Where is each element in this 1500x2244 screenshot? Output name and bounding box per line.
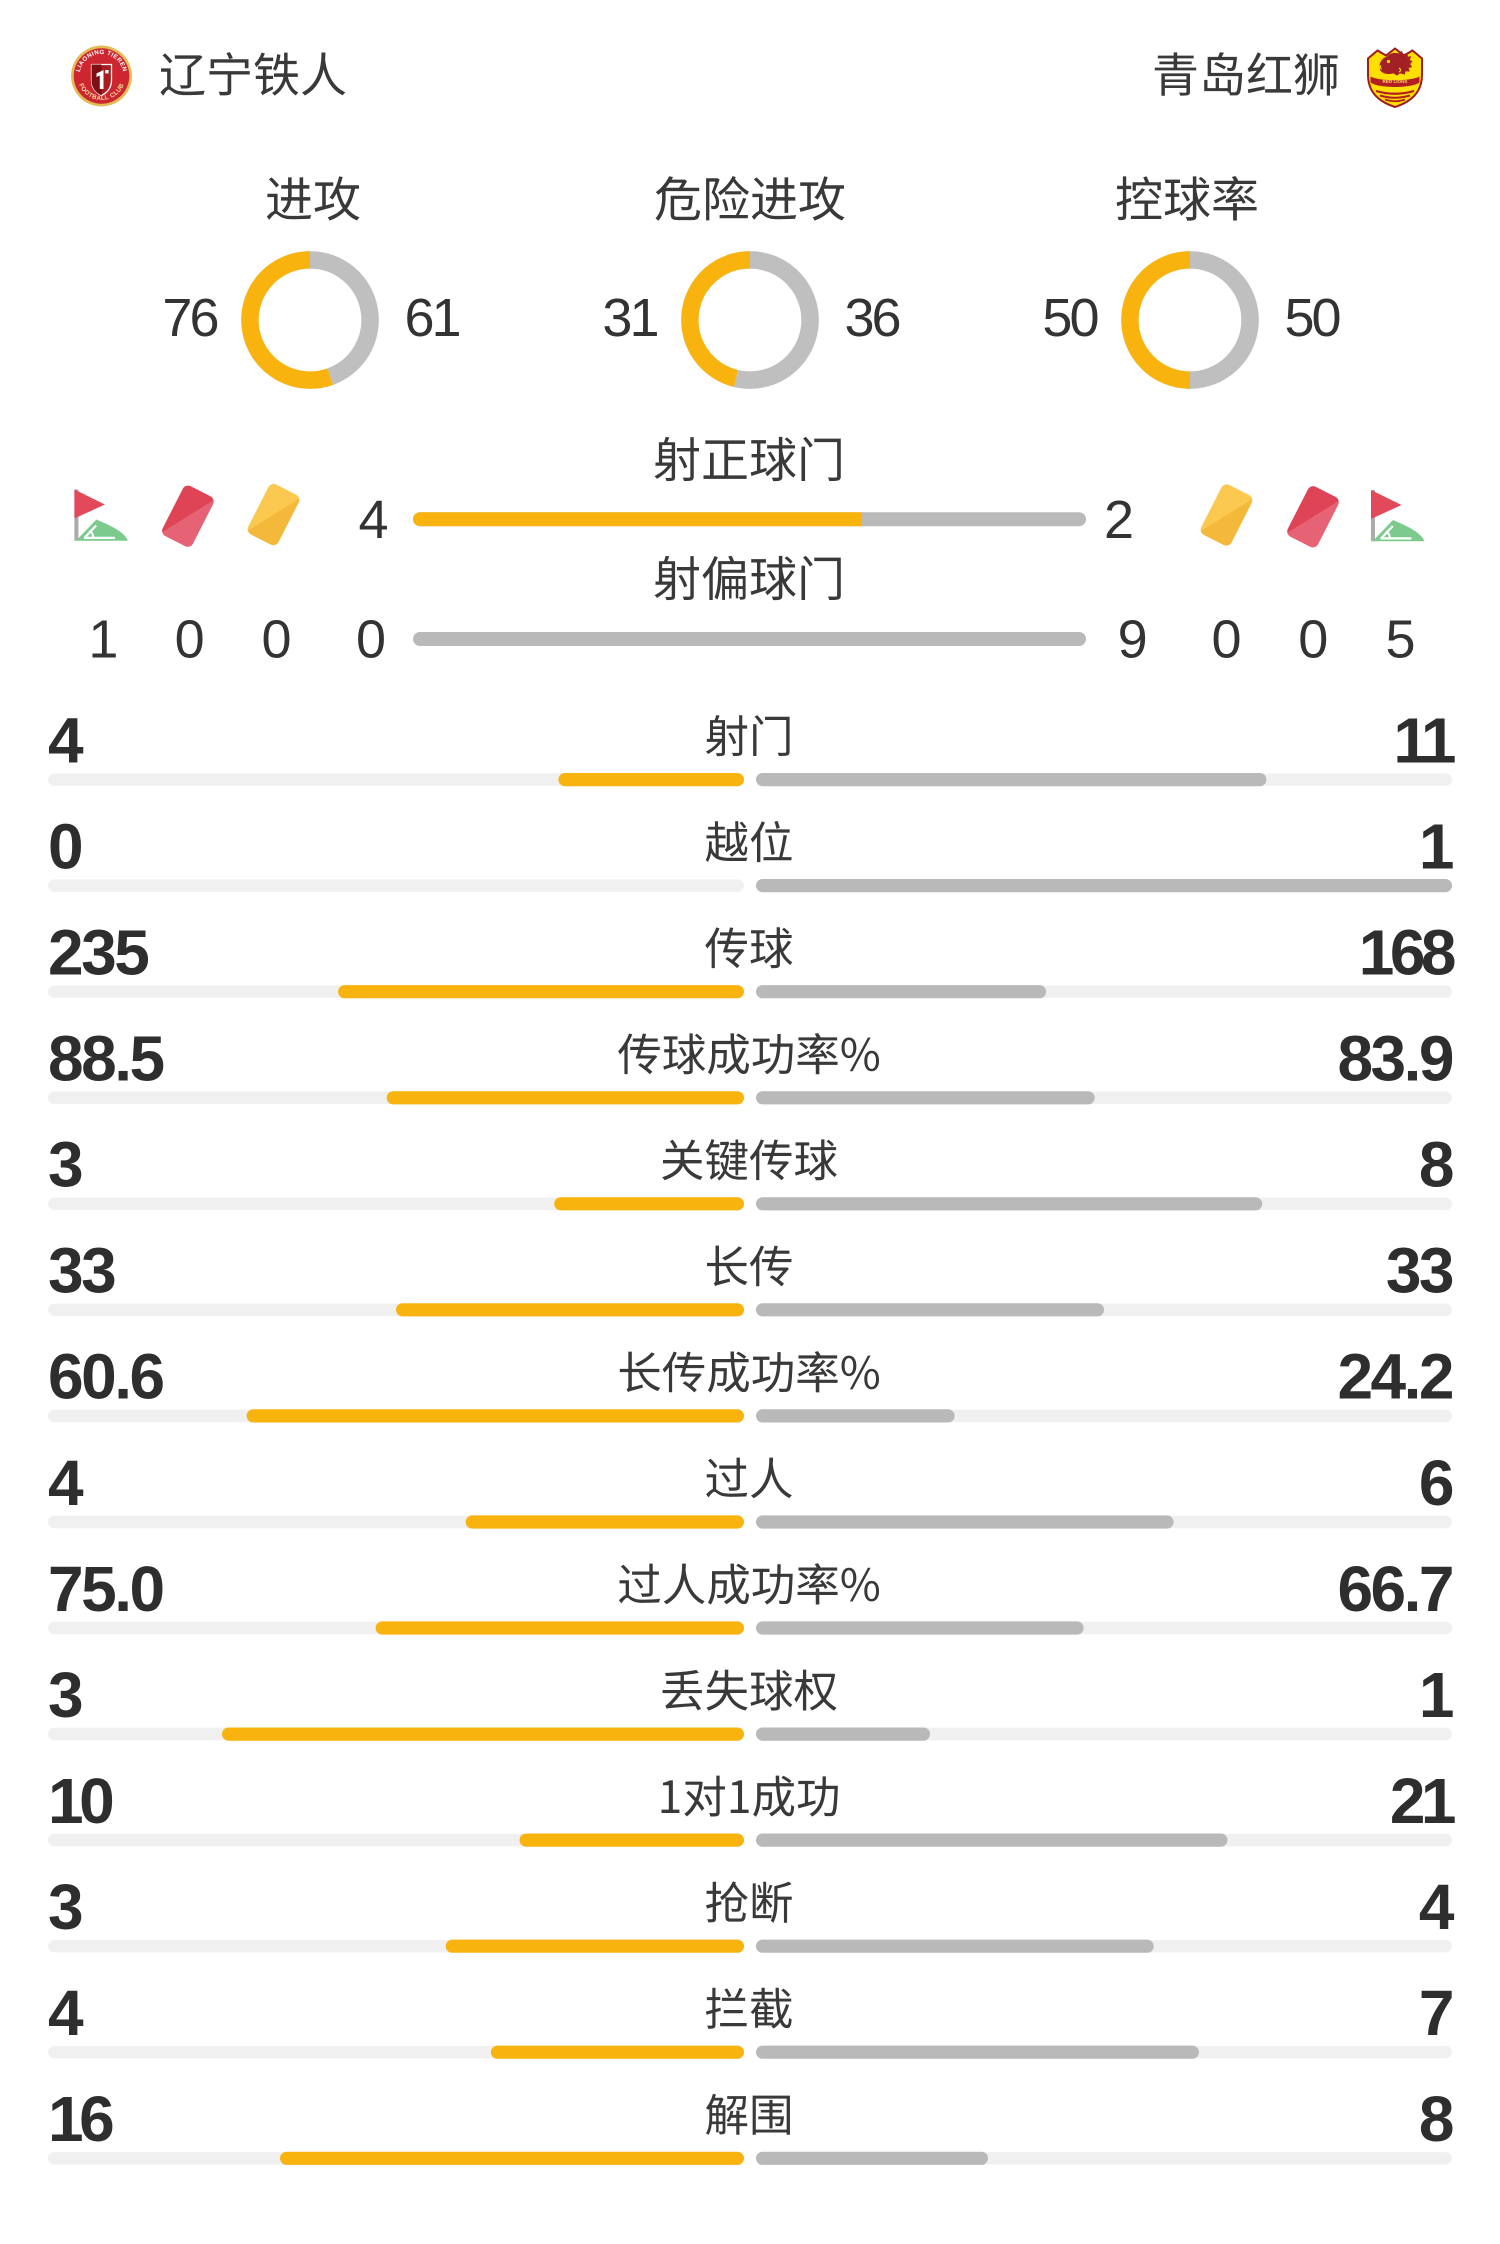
svg-text:0: 0 (356, 609, 384, 669)
svg-text:4: 4 (358, 490, 387, 550)
svg-text:0: 0 (48, 810, 81, 882)
svg-text:50: 50 (1285, 288, 1340, 348)
svg-text:76: 76 (162, 288, 217, 348)
svg-text:11: 11 (1393, 704, 1455, 776)
svg-text:1: 1 (88, 609, 116, 669)
svg-text:60.6: 60.6 (48, 1341, 163, 1413)
svg-text:8: 8 (1419, 2083, 1453, 2155)
svg-text:75.0: 75.0 (48, 1553, 163, 1625)
svg-text:0: 0 (261, 609, 289, 669)
svg-text:6: 6 (1419, 1447, 1453, 1519)
svg-text:1: 1 (1419, 810, 1453, 882)
svg-text:4: 4 (48, 1447, 84, 1519)
svg-text:88.5: 88.5 (48, 1023, 163, 1095)
svg-text:8: 8 (1419, 1129, 1453, 1201)
svg-text:61: 61 (405, 288, 460, 348)
svg-text:2: 2 (1104, 490, 1132, 550)
svg-text:24.2: 24.2 (1337, 1341, 1452, 1413)
svg-text:168: 168 (1359, 917, 1455, 989)
svg-text:3: 3 (48, 1659, 82, 1731)
svg-text:21: 21 (1390, 1765, 1455, 1837)
svg-text:4: 4 (48, 704, 84, 776)
svg-text:66.7: 66.7 (1337, 1553, 1452, 1625)
svg-text:5: 5 (1385, 609, 1413, 669)
svg-text:0: 0 (1211, 609, 1239, 669)
svg-text:7: 7 (1419, 1977, 1452, 2049)
svg-text:33: 33 (48, 1235, 115, 1307)
svg-text:0: 0 (175, 609, 203, 669)
svg-text:4: 4 (48, 1977, 84, 2049)
svg-text:10: 10 (48, 1765, 112, 1837)
svg-text:3: 3 (48, 1871, 82, 1943)
svg-text:RED LIONS: RED LIONS (1382, 79, 1407, 84)
svg-text:33: 33 (1386, 1235, 1453, 1307)
svg-text:31: 31 (602, 288, 657, 348)
svg-text:83.9: 83.9 (1337, 1023, 1452, 1095)
svg-text:9: 9 (1118, 609, 1146, 669)
svg-text:50: 50 (1042, 288, 1097, 348)
svg-text:16: 16 (48, 2083, 113, 2155)
svg-text:235: 235 (48, 917, 148, 989)
svg-text:3: 3 (48, 1129, 82, 1201)
svg-text:1: 1 (1419, 1659, 1453, 1731)
svg-text:4: 4 (1419, 1871, 1455, 1943)
svg-text:0: 0 (1298, 609, 1326, 669)
svg-text:36: 36 (845, 288, 900, 348)
